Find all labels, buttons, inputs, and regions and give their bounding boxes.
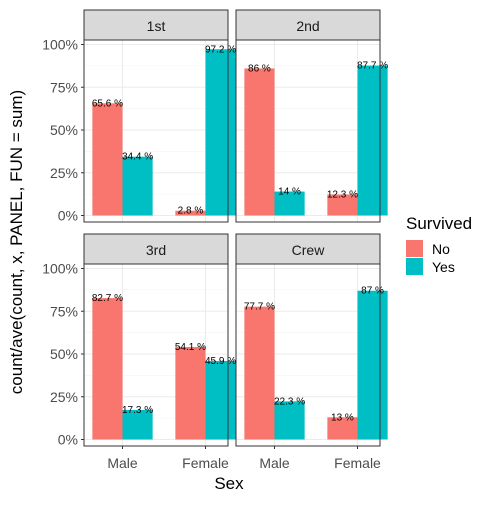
legend-key-yes: [406, 258, 423, 275]
facet-strip: [83, 233, 229, 265]
legend-key-no: [406, 240, 423, 257]
y-tick-label: 25%: [50, 389, 78, 405]
panel-border: [235, 263, 381, 447]
y-tick-label: 25%: [50, 165, 78, 181]
y-tick-label: 0%: [58, 432, 78, 448]
bar-no-female: [327, 194, 358, 216]
legend-items: No Yes: [406, 240, 455, 275]
x-tick-label: Male: [259, 455, 290, 471]
panel-border: [83, 263, 229, 447]
data-label: 86 %: [248, 63, 271, 74]
facet-panel-1st: 1st 65.6 % 34.4 % 2.8 % 97.2 %: [83, 9, 236, 223]
bar-no-male: [92, 298, 123, 440]
data-label: 87 %: [361, 286, 384, 297]
data-label: 2.8 %: [178, 206, 204, 217]
data-label: 87.7 %: [357, 61, 388, 72]
bar-no-male: [244, 68, 275, 216]
bar-no-female: [175, 210, 206, 216]
panel-border: [83, 39, 229, 223]
data-label: 22.3 %: [274, 396, 305, 407]
y-tick-label: 100%: [42, 261, 78, 277]
y-tick-label: 75%: [50, 303, 78, 319]
y-tick-label: 100%: [42, 37, 78, 53]
facet-panel-2nd: 2nd 86 % 14 % 12.3 % 87.7 %: [235, 9, 388, 223]
data-label: 97.2 %: [205, 44, 236, 55]
bar-yes-female: [357, 290, 388, 440]
facet-strip: [235, 233, 381, 265]
legend-label: No: [432, 241, 450, 257]
legend: Survived No Yes: [406, 214, 472, 275]
bar-yes-male: [274, 191, 305, 216]
y-tick-label: 50%: [50, 122, 78, 138]
y-tick-label: 0%: [58, 208, 78, 224]
panel-border: [235, 39, 381, 223]
facet-panel-Crew: Crew 77.7 % 22.3 % 13 % 87 %: [235, 233, 388, 447]
bar-no-male: [244, 306, 275, 440]
x-tick-label: Female: [182, 455, 229, 471]
data-label: 34.4 %: [122, 152, 153, 163]
data-label: 14 %: [278, 187, 301, 198]
data-label: 65.6 %: [92, 98, 123, 109]
data-label: 12.3 %: [327, 189, 358, 200]
data-label: 77.7 %: [244, 302, 275, 313]
facet-strip: [235, 9, 381, 41]
legend-label: Yes: [432, 259, 455, 275]
y-tick-label: 50%: [50, 346, 78, 362]
bar-yes-female: [357, 65, 388, 216]
bar-yes-female: [205, 49, 236, 216]
data-label: 54.1 %: [175, 342, 206, 353]
data-label: 82.7 %: [92, 293, 123, 304]
bar-no-male: [92, 103, 123, 216]
bar-yes-male: [274, 401, 305, 440]
bar-yes-female: [205, 361, 236, 440]
data-label: 17.3 %: [122, 405, 153, 416]
x-tick-label: Male: [107, 455, 138, 471]
facet-strip-label: Crew: [292, 242, 326, 258]
facet-strip: [83, 9, 229, 41]
bar-yes-male: [122, 156, 153, 216]
facet-strip-label: 3rd: [146, 242, 166, 258]
bar-yes-male: [122, 409, 153, 440]
legend-title: Survived: [406, 214, 472, 233]
x-tick-label: Female: [334, 455, 381, 471]
bar-no-female: [327, 417, 358, 440]
facet-panel-3rd: 3rd 82.7 % 17.3 % 54.1 % 45.9 %: [83, 233, 236, 447]
axes-layer: 0% 25% 50% 75% 100% 0% 25% 50% 75% 100% Male Female…: [42, 37, 381, 472]
data-label: 45.9 %: [205, 356, 236, 367]
y-tick-label: 75%: [50, 79, 78, 95]
panels-layer: 1st 65.6 % 34.4 % 2.8 % 97.2 % 2nd 86 % 14 % 12.…: [83, 9, 388, 447]
bar-no-female: [175, 346, 206, 440]
y-axis-title: count/ave(count, x, PANEL, FUN = sum): [7, 90, 26, 394]
x-axis-title: Sex: [214, 474, 244, 493]
facet-strip-label: 2nd: [296, 18, 319, 34]
data-label: 13 %: [331, 412, 354, 423]
facet-strip-label: 1st: [147, 18, 166, 34]
